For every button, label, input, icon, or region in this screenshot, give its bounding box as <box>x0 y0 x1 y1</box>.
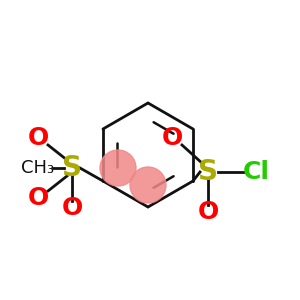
Text: O: O <box>27 186 49 210</box>
Circle shape <box>130 167 166 203</box>
Text: S: S <box>198 158 218 186</box>
Text: O: O <box>61 196 82 220</box>
Text: Cl: Cl <box>242 160 269 184</box>
Circle shape <box>100 150 136 186</box>
Text: O: O <box>197 200 219 224</box>
Text: CH₃: CH₃ <box>21 159 55 177</box>
Text: S: S <box>62 154 82 182</box>
Text: O: O <box>161 126 183 150</box>
Text: O: O <box>27 126 49 150</box>
